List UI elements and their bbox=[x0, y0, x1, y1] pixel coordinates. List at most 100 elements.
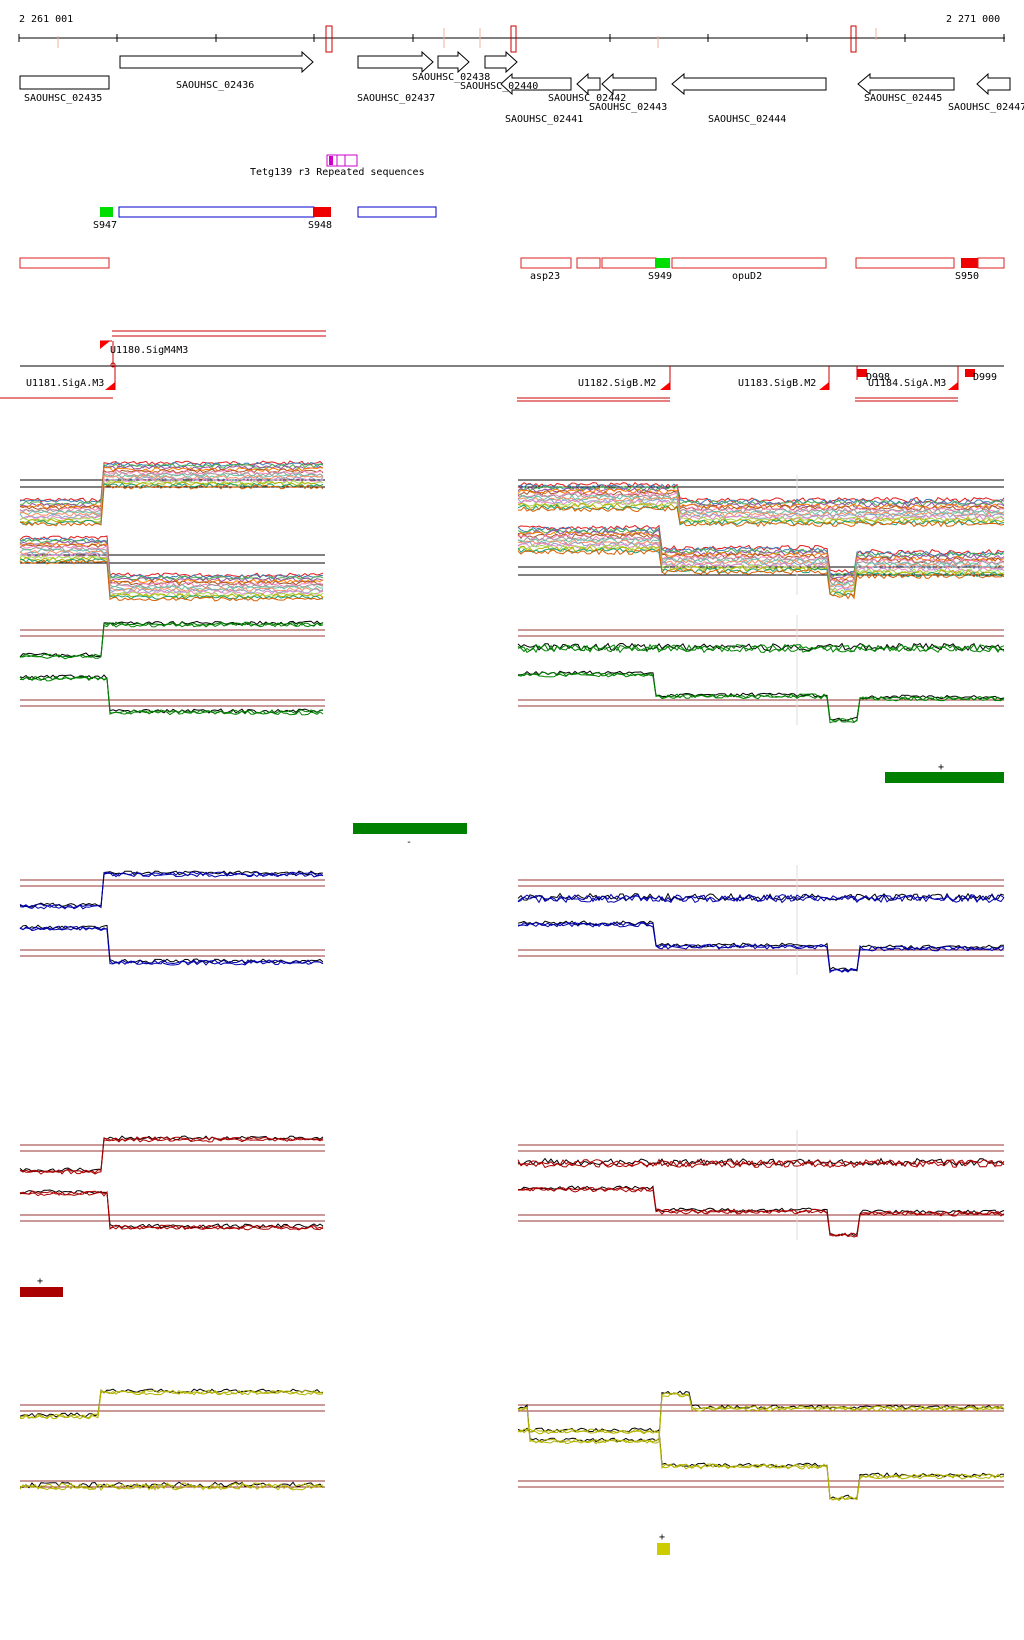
terminator-d998[interactable] bbox=[857, 369, 867, 377]
gene-label-02437: SAOUHSC_02437 bbox=[357, 93, 435, 104]
green-minus-bar[interactable] bbox=[353, 823, 467, 834]
gene-02440[interactable] bbox=[484, 50, 518, 74]
multi-trace-right-bottom-11 bbox=[517, 542, 1005, 592]
promoter-label-u1182: U1182.SigB.M2 bbox=[578, 378, 656, 389]
gene-02437[interactable] bbox=[357, 50, 434, 74]
gene-02445[interactable] bbox=[857, 72, 955, 96]
green-right-bottom-2 bbox=[517, 672, 1005, 724]
yellow-left-bottom-2 bbox=[19, 1483, 324, 1491]
gene-02438[interactable] bbox=[437, 50, 470, 74]
red-right-top-0 bbox=[517, 1157, 1005, 1167]
multi-trace-left-bottom-6 bbox=[19, 544, 324, 588]
green-right-bottom-0 bbox=[517, 670, 1005, 722]
green-right-top-2 bbox=[517, 644, 1005, 654]
multi-trace-right-top-11 bbox=[517, 499, 1005, 522]
gene-02443[interactable] bbox=[601, 72, 657, 96]
promoter-u1183-marker[interactable] bbox=[819, 382, 829, 390]
red-plus-bar[interactable] bbox=[20, 1287, 63, 1297]
green-minus-mark: - bbox=[406, 837, 412, 848]
operon-box-7[interactable] bbox=[977, 257, 1005, 269]
segment-s947[interactable] bbox=[100, 207, 113, 217]
repeat-label: Tetg139 r3 Repeated sequences bbox=[250, 167, 425, 178]
yellow-right-bottom-0 bbox=[517, 1427, 1005, 1500]
promoter-u1181-marker[interactable] bbox=[105, 382, 115, 390]
strand-indicators: + - + + bbox=[20, 762, 1004, 1555]
promoter-track: U1180.SigM4M3 U1181.SigA.M3 U1182.SigB.M… bbox=[0, 330, 1004, 402]
red-right-top-1 bbox=[517, 1158, 1005, 1168]
operon-box-4[interactable] bbox=[601, 257, 657, 269]
promoter-u1184-marker[interactable] bbox=[948, 382, 958, 390]
gene-label-02436: SAOUHSC_02436 bbox=[176, 80, 254, 91]
multi-trace-left-bottom-2 bbox=[19, 538, 324, 581]
segment-label-s949: S949 bbox=[648, 271, 672, 282]
gene-02435[interactable] bbox=[19, 75, 110, 90]
segment-blue-1[interactable] bbox=[118, 206, 315, 218]
multi-trace-right-top-13 bbox=[517, 502, 1005, 524]
operon-box-1[interactable] bbox=[19, 257, 110, 269]
gene-02442[interactable] bbox=[576, 72, 601, 96]
ruler-highlight-boxes bbox=[325, 25, 857, 53]
yellow-right-top-2 bbox=[517, 1392, 1005, 1445]
segment-s950[interactable] bbox=[961, 258, 978, 268]
green-plus-bar[interactable] bbox=[885, 772, 1004, 783]
blue-right-bottom-2 bbox=[517, 922, 1005, 974]
multi-trace-right-top-5 bbox=[517, 490, 1005, 511]
segment-s948[interactable] bbox=[313, 207, 331, 217]
yellow-plus-box[interactable] bbox=[657, 1543, 670, 1555]
segment-label-s950: S950 bbox=[955, 271, 979, 282]
green-left-top-1 bbox=[19, 621, 324, 659]
gene-label-02445: SAOUHSC_02445 bbox=[864, 93, 942, 104]
multi-trace-left-top-9 bbox=[19, 474, 324, 517]
multi-trace-right-top-15 bbox=[517, 505, 1005, 528]
repeat-box[interactable] bbox=[326, 154, 358, 167]
gene-02436[interactable] bbox=[119, 50, 314, 74]
segment-s949[interactable] bbox=[655, 258, 670, 268]
gene-02444[interactable] bbox=[671, 72, 827, 96]
terminator-d999[interactable] bbox=[965, 369, 975, 377]
multi-trace-left-top-6 bbox=[19, 470, 324, 513]
multi-trace-left-top-3 bbox=[19, 465, 324, 508]
gene-02447[interactable] bbox=[976, 72, 1011, 96]
multi-trace-left-top-13 bbox=[19, 481, 324, 524]
multi-trace-left-bottom-8 bbox=[19, 548, 324, 591]
blue-right-top-2 bbox=[517, 894, 1005, 904]
green-left-top-2 bbox=[20, 622, 324, 660]
blue-right-top-0 bbox=[517, 892, 1005, 902]
blue-left-top-1 bbox=[19, 871, 324, 909]
terminator-label-d999: D999 bbox=[973, 372, 997, 383]
yellow-plus-mark: + bbox=[659, 1532, 665, 1543]
segment-track: S947 S948 bbox=[93, 206, 437, 231]
multi-trace-right-bottom-6 bbox=[518, 534, 1005, 585]
blue-left-bottom-0 bbox=[19, 924, 324, 964]
operon-opuD2[interactable] bbox=[671, 257, 827, 269]
multi-trace-right-top-9 bbox=[517, 496, 1005, 518]
gene-label-02442: SAOUHSC_02442 bbox=[548, 93, 626, 104]
multi-trace-left-top-14 bbox=[19, 482, 324, 526]
blue-right-bottom-1 bbox=[518, 921, 1005, 972]
operon-box-6[interactable] bbox=[855, 257, 955, 269]
green-plus-mark: + bbox=[938, 762, 944, 773]
promoter-label-u1184: U1184.SigA.M3 bbox=[868, 378, 946, 389]
yellow-right-top-1 bbox=[518, 1392, 1005, 1444]
ruler-end-label: 2 271 000 bbox=[946, 14, 1000, 25]
operon-box-3[interactable] bbox=[576, 257, 601, 269]
segment-label-s947: S947 bbox=[93, 220, 117, 231]
coordinate-ruler: 2 261 001 2 271 000 bbox=[18, 14, 1005, 53]
gene-02441[interactable] bbox=[500, 72, 572, 96]
multi-trace-right-bottom-9 bbox=[517, 539, 1005, 590]
multi-trace-left-top-11 bbox=[19, 477, 324, 521]
gene-track bbox=[19, 50, 1011, 96]
promoter-u1180-marker[interactable] bbox=[100, 341, 110, 349]
green-left-bottom-0 bbox=[19, 674, 324, 714]
red-right-bottom-0 bbox=[518, 1185, 1005, 1237]
multi-trace-left-bottom-10 bbox=[19, 551, 324, 594]
ruler-start-label: 2 261 001 bbox=[19, 14, 73, 25]
segment-blue-2[interactable] bbox=[357, 206, 437, 218]
blue-left-top-0 bbox=[19, 870, 323, 908]
promoter-u1182-marker[interactable] bbox=[660, 382, 670, 390]
green-left-bottom-1 bbox=[19, 675, 324, 715]
blue-right-bottom-0 bbox=[517, 920, 1004, 972]
operon-asp23[interactable] bbox=[520, 257, 572, 269]
multi-trace-left-bottom-12 bbox=[19, 554, 324, 597]
